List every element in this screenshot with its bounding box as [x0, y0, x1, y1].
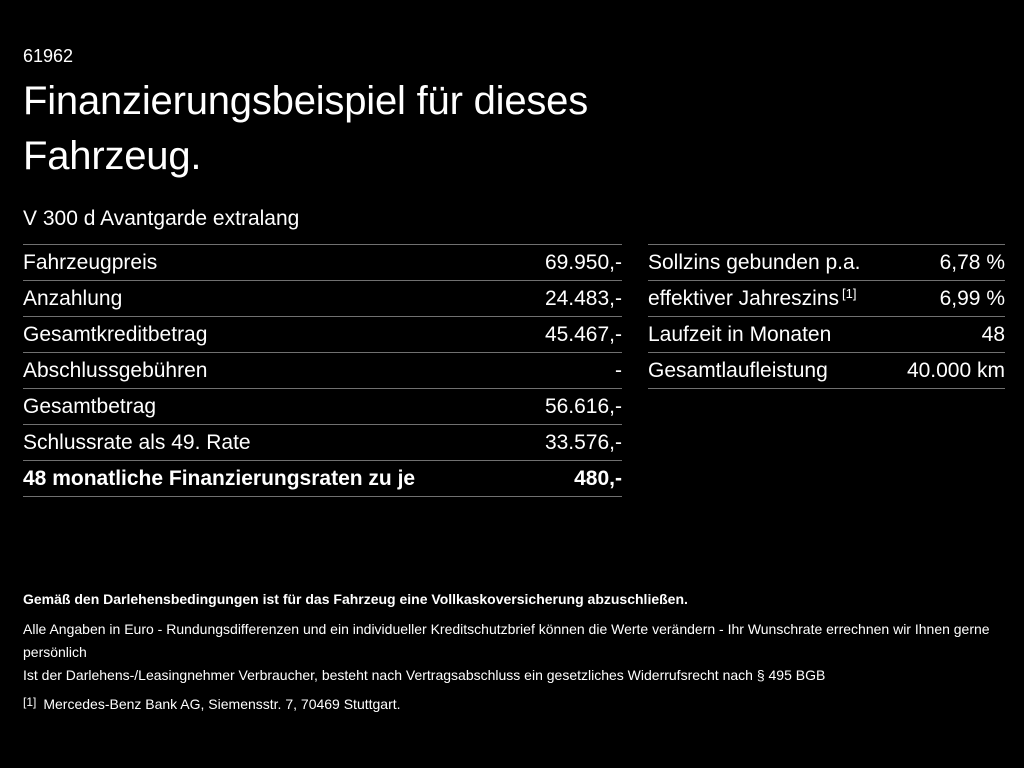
row-label: Fahrzeugpreis — [23, 250, 158, 274]
table-row: Laufzeit in Monaten 48 — [648, 316, 1005, 352]
financing-table: Fahrzeugpreis 69.950,- Anzahlung 24.483,… — [23, 244, 622, 497]
row-value: 6,99 % — [939, 286, 1005, 310]
vehicle-model: V 300 d Avantgarde extralang — [23, 207, 300, 230]
row-label: Gesamtkreditbetrag — [23, 322, 208, 346]
table-row: Gesamtkreditbetrag 45.467,- — [23, 316, 622, 352]
row-label: Anzahlung — [23, 286, 123, 310]
footnote-marker: [1] — [23, 695, 37, 709]
table-row: Sollzins gebunden p.a. 6,78 % — [648, 244, 1005, 280]
row-label: Sollzins gebunden p.a. — [648, 250, 861, 274]
row-value: 56.616,- — [544, 394, 622, 418]
table-row: Abschlussgebühren - — [23, 352, 622, 388]
row-value: 33.576,- — [544, 430, 622, 454]
row-label: 48 monatliche Finanzierungsraten zu je — [23, 466, 416, 490]
doc-number: 61962 — [23, 46, 74, 66]
page-title: Finanzierungsbeispiel für dieses Fahrzeu… — [23, 74, 1024, 184]
row-label: Abschlussgebühren — [23, 358, 208, 382]
row-value: 48 — [981, 322, 1005, 346]
row-value: 24.483,- — [544, 286, 622, 310]
table-row-monthly-rate: 48 monatliche Finanzierungsraten zu je 4… — [23, 460, 622, 496]
footnote-ref: [1] — [842, 285, 857, 301]
table-row: Fahrzeugpreis 69.950,- — [23, 244, 622, 280]
page-title-line-2: Fahrzeug. — [23, 134, 202, 178]
table-row: effektiver Jahreszins [1] 6,99 % — [648, 280, 1005, 316]
table-row: Schlussrate als 49. Rate 33.576,- — [23, 424, 622, 460]
row-value: 40.000 km — [906, 358, 1005, 382]
row-label: Gesamtbetrag — [23, 394, 157, 418]
footnote: [1] Mercedes-Benz Bank AG, Siemensstr. 7,… — [23, 694, 1001, 715]
page-title-line-1: Finanzierungsbeispiel für dieses — [23, 79, 589, 123]
row-value: 6,78 % — [939, 250, 1005, 274]
row-label: Gesamtlaufleistung — [648, 358, 828, 382]
row-value: 69.950,- — [544, 250, 622, 274]
footnote-text: Mercedes-Benz Bank AG, Siemensstr. 7, 70… — [43, 696, 401, 712]
footer: Gemäß den Darlehensbedingungen ist für d… — [23, 590, 1001, 715]
footer-note-1: Alle Angaben in Euro - Rundungsdifferenz… — [23, 621, 990, 660]
row-value: 480,- — [574, 466, 622, 490]
row-label: Laufzeit in Monaten — [648, 322, 832, 346]
tables-area: Fahrzeugpreis 69.950,- Anzahlung 24.483,… — [23, 244, 1024, 497]
row-value: - — [615, 358, 622, 382]
row-label: Schlussrate als 49. Rate — [23, 430, 251, 454]
row-label: effektiver Jahreszins [1] — [648, 285, 857, 310]
row-value: 45.467,- — [544, 322, 622, 346]
footer-note-2: Ist der Darlehens-/Leasingnehmer Verbrau… — [23, 667, 826, 683]
conditions-table: Sollzins gebunden p.a. 6,78 % effektiver… — [648, 244, 1005, 389]
table-row: Anzahlung 24.483,- — [23, 280, 622, 316]
table-row: Gesamtlaufleistung 40.000 km — [648, 352, 1005, 388]
insurance-note: Gemäß den Darlehensbedingungen ist für d… — [23, 591, 688, 607]
table-row: Gesamtbetrag 56.616,- — [23, 388, 622, 424]
